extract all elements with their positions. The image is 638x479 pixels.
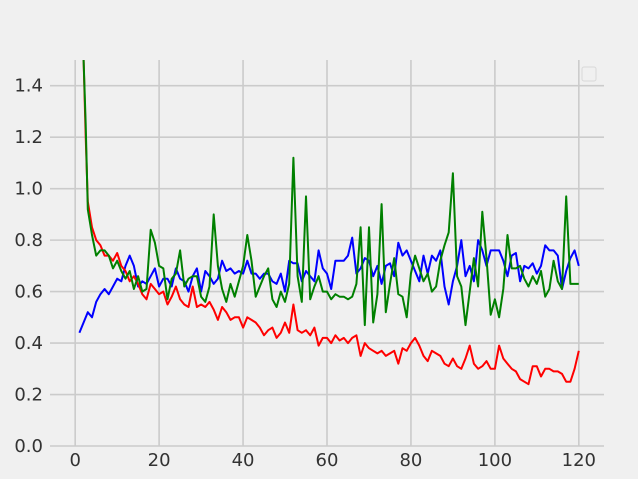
x-tick-label: 40 bbox=[232, 450, 255, 471]
y-tick-label: 1.4 bbox=[14, 76, 43, 97]
y-tick-label: 0.4 bbox=[14, 333, 43, 354]
x-axis-ticks: 0 20 40 60 80 100 120 bbox=[69, 450, 596, 471]
y-tick-label: 1.2 bbox=[14, 127, 43, 148]
series-line-green bbox=[82, 60, 579, 327]
legend-box bbox=[581, 66, 597, 82]
x-tick-label: 120 bbox=[562, 450, 596, 471]
series-group bbox=[78, 60, 580, 386]
x-tick-label: 0 bbox=[69, 450, 80, 471]
y-tick-label: 0.8 bbox=[14, 230, 43, 251]
series-line-red bbox=[82, 60, 580, 386]
series-line-blue bbox=[78, 236, 580, 334]
x-tick-label: 80 bbox=[399, 450, 422, 471]
y-tick-label: 1.0 bbox=[14, 179, 43, 200]
y-tick-label: 0.0 bbox=[14, 436, 43, 457]
x-tick-label: 60 bbox=[316, 450, 339, 471]
y-tick-label: 0.6 bbox=[14, 282, 43, 303]
y-axis-ticks: 0.0 0.2 0.4 0.6 0.8 1.0 1.2 1.4 bbox=[14, 76, 43, 457]
x-tick-label: 20 bbox=[148, 450, 171, 471]
x-tick-label: 100 bbox=[478, 450, 512, 471]
y-tick-label: 0.2 bbox=[14, 385, 43, 406]
